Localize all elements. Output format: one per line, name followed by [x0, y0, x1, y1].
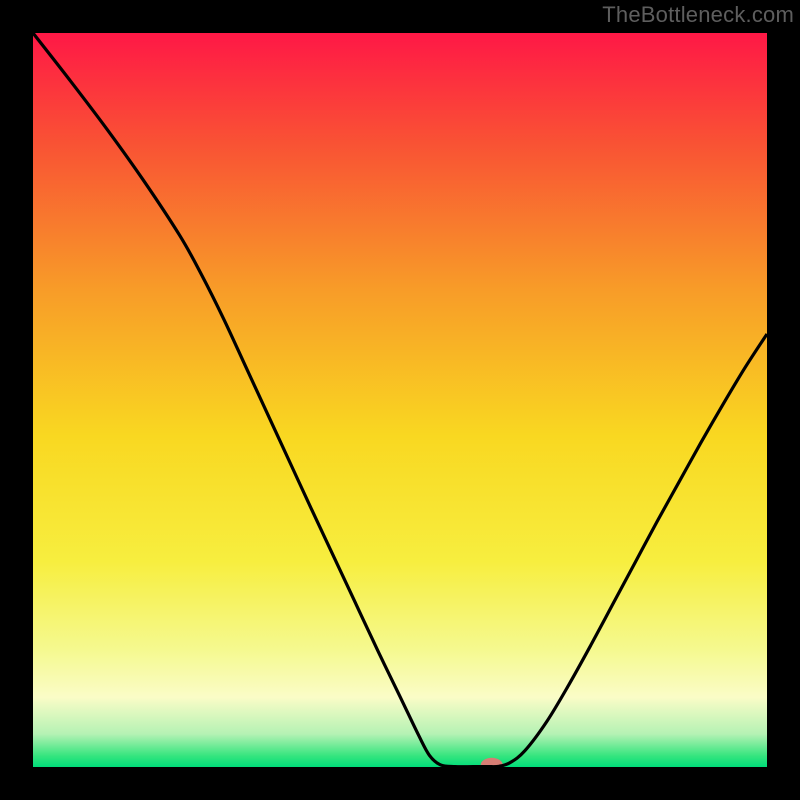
chart-container: TheBottleneck.com: [0, 0, 800, 800]
plot-area: [33, 33, 767, 767]
watermark-text: TheBottleneck.com: [602, 2, 794, 28]
bottleneck-curve: [33, 33, 767, 767]
bottleneck-curve-layer: [33, 33, 767, 767]
